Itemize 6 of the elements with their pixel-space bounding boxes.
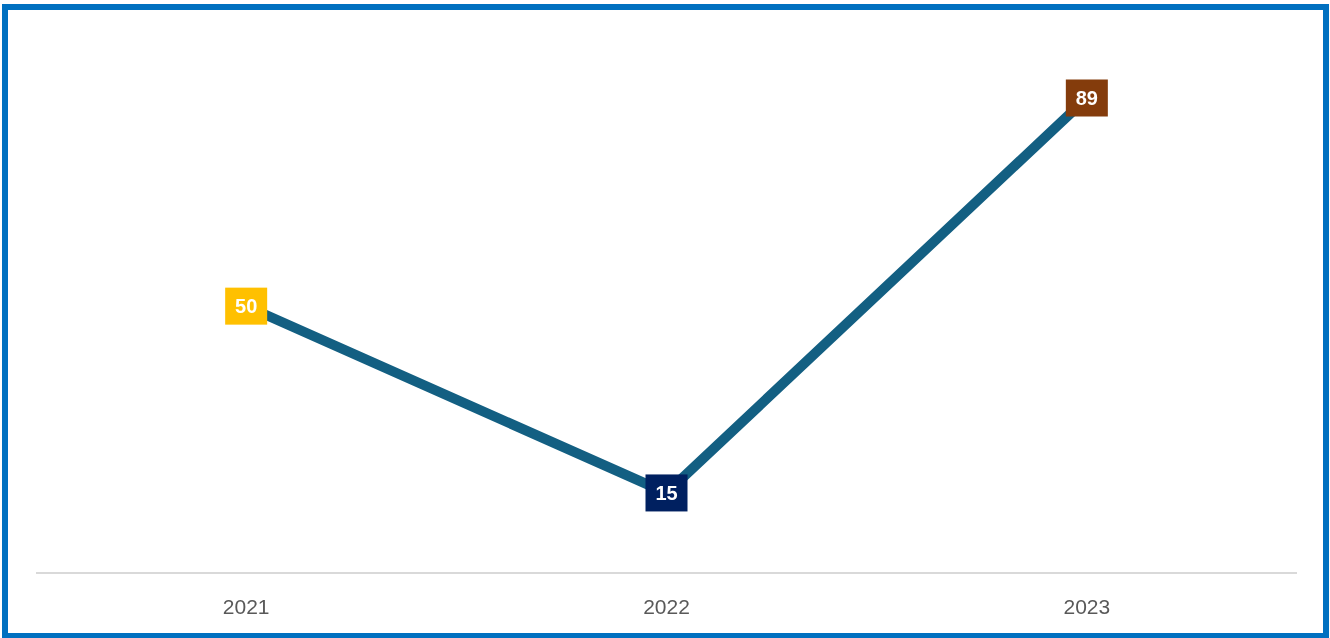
data-label: 15: [655, 481, 678, 504]
data-label: 50: [235, 295, 258, 318]
x-tick-label: 2023: [1063, 595, 1111, 618]
x-tick-label: 2022: [643, 595, 690, 618]
data-label: 89: [1075, 87, 1098, 109]
x-tick-label: 2021: [222, 595, 270, 618]
